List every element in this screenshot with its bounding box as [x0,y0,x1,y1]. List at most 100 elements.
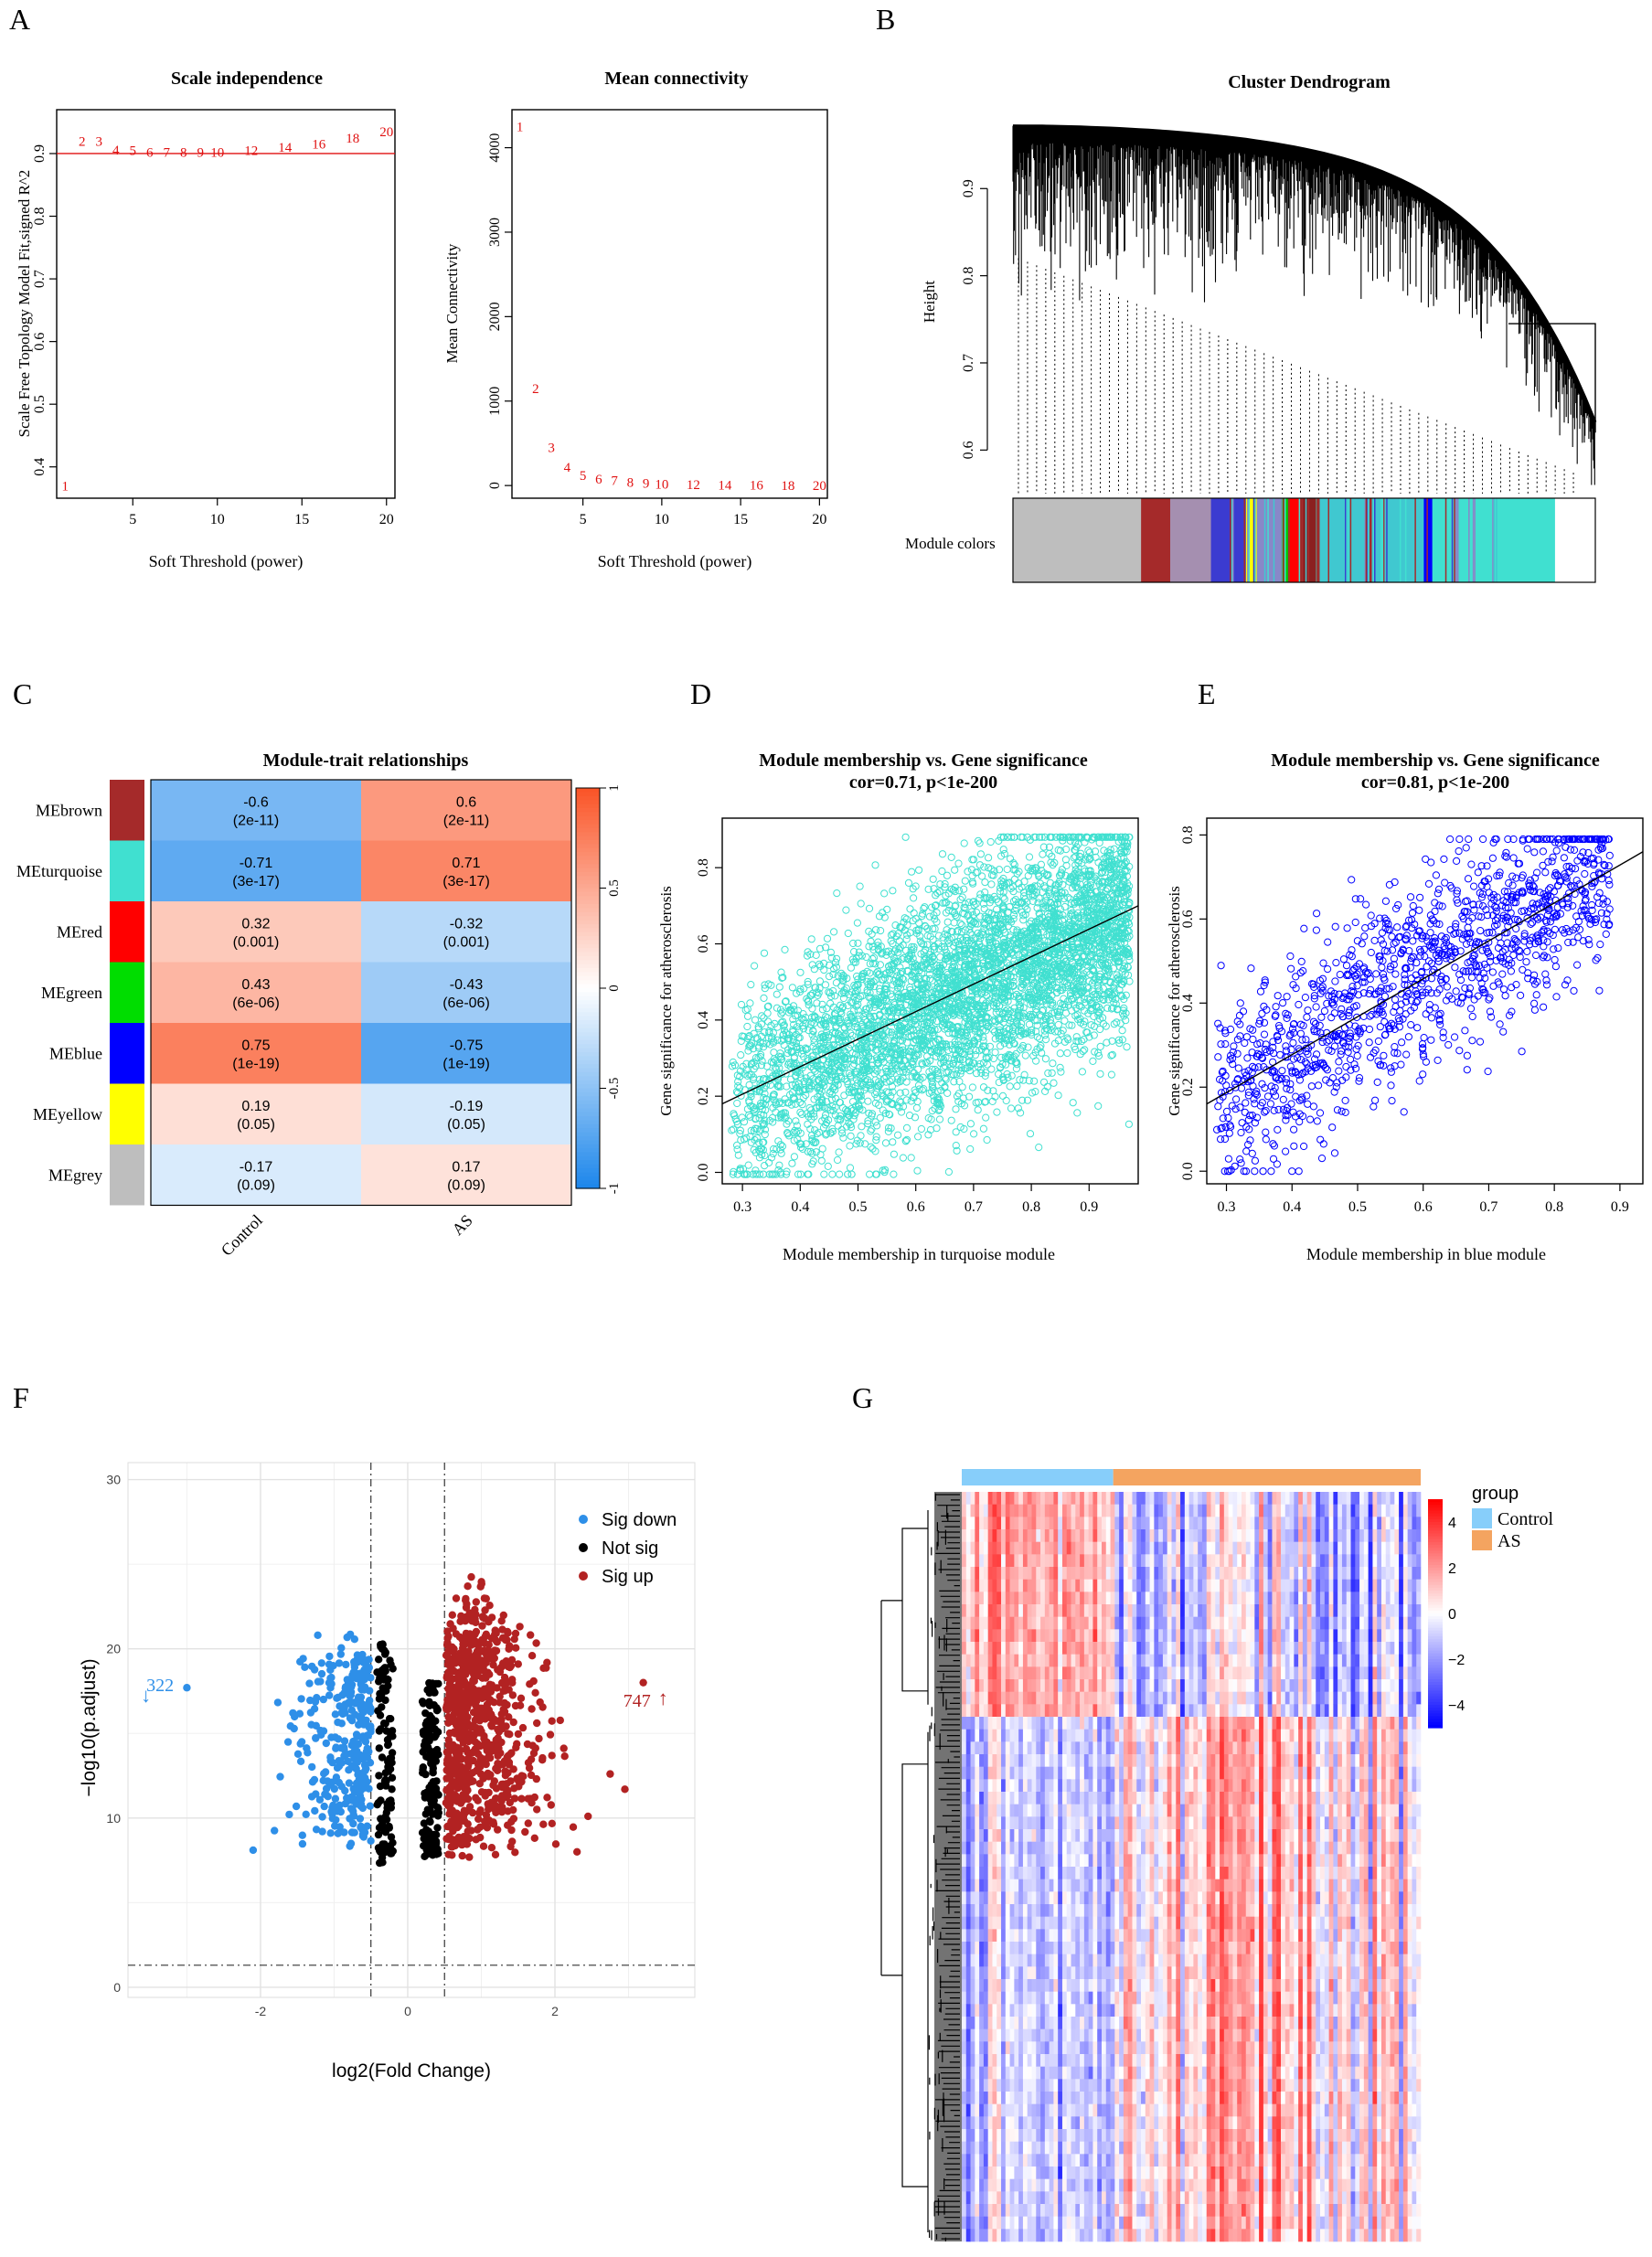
power-label: 7 [611,474,618,489]
colorbar-step [576,924,600,929]
heatmap-cell [1062,1617,1067,1630]
y-axis-label: Scale Free Topology Model Fit,signed R^2 [16,170,33,438]
heatmap-cell [1040,1517,1045,1529]
heatmap-cell [1040,1805,1045,1817]
heatmap-cell [966,1655,971,1667]
heatmap-cell [1001,1529,1006,1542]
heatmap-cell [1193,1842,1198,1855]
heatmap-cell [1032,1741,1037,1754]
heatmap-cell [1119,2017,1124,2029]
heatmap-cell [1171,1730,1176,1742]
heatmap-cell [1111,1704,1115,1717]
heatmap-cell [1202,1954,1207,1967]
heatmap-cell [1154,2204,1158,2217]
heatmap-cell [1220,1904,1224,1917]
heatmap-cell [1062,2067,1067,2080]
heatmap-cell [1050,1554,1054,1567]
heatmap-cell [1215,1567,1220,1580]
heatmap-cell [1106,2029,1111,2042]
y-tick-label: 0.7 [32,270,48,288]
heatmap-cell [1276,1741,1281,1754]
heatmap-cell [1211,2204,1216,2217]
heatmap-cell [1211,1842,1216,1855]
colorbar-step [576,921,600,925]
heatmap-cell [1001,2017,1006,2029]
heatmap-cell [1089,1754,1093,1767]
heatmap-cell [1146,1792,1150,1805]
heatmap-cell [1023,1679,1028,1692]
heatmap-cell [1224,1517,1229,1529]
heatmap-cell [1119,2079,1124,2092]
heatmap-cell [984,2179,988,2192]
heatmap-cell [1058,2092,1062,2104]
heatmap-cell [1071,1741,1076,1754]
heatmap-cell [1106,1567,1111,1580]
heatmap-cell [1211,2167,1216,2179]
heatmap-cell [1092,1904,1097,1917]
heatmap-cell [1189,2204,1194,2217]
heatmap-cell [1119,2154,1124,2167]
heatmap-cell [1062,1542,1067,1555]
heatmap-cell [1119,1942,1124,1954]
heatmap-cell [979,1542,984,1555]
heatmap-cell [1272,1867,1276,1879]
heatmap-cell [1198,2129,1202,2142]
heatmap-cell [1018,1979,1023,1992]
heatmap-cell [962,1754,966,1767]
heatmap-cell [1106,2079,1111,2092]
heatmap-cell [1119,1554,1124,1567]
heatmap-cell [1067,1842,1071,1855]
heatmap-cell [1106,1666,1111,1679]
heatmap-cell [1111,1942,1115,1954]
heatmap-cell [1263,1942,1268,1954]
heatmap-cell [1158,2054,1163,2067]
heatmap-cell [1158,1842,1163,1855]
heatmap-cell [1102,2004,1106,2017]
heatmap-cell [1246,1604,1251,1617]
heatmap-cell [997,1754,1001,1767]
heatmap-cell [988,1554,993,1567]
heatmap-cell [1281,1692,1285,1705]
heatmap-cell [1058,1704,1062,1717]
heatmap-cell [1158,1966,1163,1979]
heatmap-cell [1014,2079,1018,2092]
heatmap-cell [1067,1954,1071,1967]
heatmap-cell [1028,2179,1032,2192]
heatmap-cell [1176,2167,1180,2179]
heatmap-cell [979,2004,984,2017]
heatmap-cell [1032,1580,1037,1592]
heatmap-cell [966,2017,971,2029]
heatmap-cell [1224,1754,1229,1767]
heatmap-cell [1251,2079,1255,2092]
heatmap-cell [1028,1642,1032,1655]
heatmap-cell [1084,2204,1089,2217]
heatmap-cell [1276,1954,1281,1967]
heatmap-cell [1045,1805,1050,1817]
heatmap-cell [1097,2041,1102,2054]
heatmap-cell [1215,1842,1220,1855]
heatmap-cell [1254,1517,1259,1529]
legend-label: Not sig [602,1538,658,1559]
heatmap-cell [1058,2041,1062,2054]
heatmap-cell [1045,1992,1050,2005]
heatmap-cell [1062,2167,1067,2179]
heatmap-cell [1251,1542,1255,1555]
heatmap-cell [1111,1779,1115,1792]
heatmap-cell [1014,1879,1018,1892]
heatmap-cell [1259,2104,1263,2117]
heatmap-cell [1215,1779,1220,1792]
heatmap-cell [1053,1842,1058,1855]
heatmap-cell [1185,2217,1189,2230]
heatmap-cell [1080,1954,1084,1967]
heatmap-cell [1251,2092,1255,2104]
heatmap-cell [1111,1854,1115,1867]
heatmap-cell [1136,1942,1141,1954]
heatmap-cell [975,1730,979,1742]
heatmap-cell [1092,1929,1097,1942]
heatmap-cell [1036,1805,1040,1817]
heatmap-cell [1198,2104,1202,2117]
heatmap-cell [1171,2116,1176,2129]
heatmap-cell [1045,2167,1050,2179]
heatmap-cell [1193,1554,1198,1567]
